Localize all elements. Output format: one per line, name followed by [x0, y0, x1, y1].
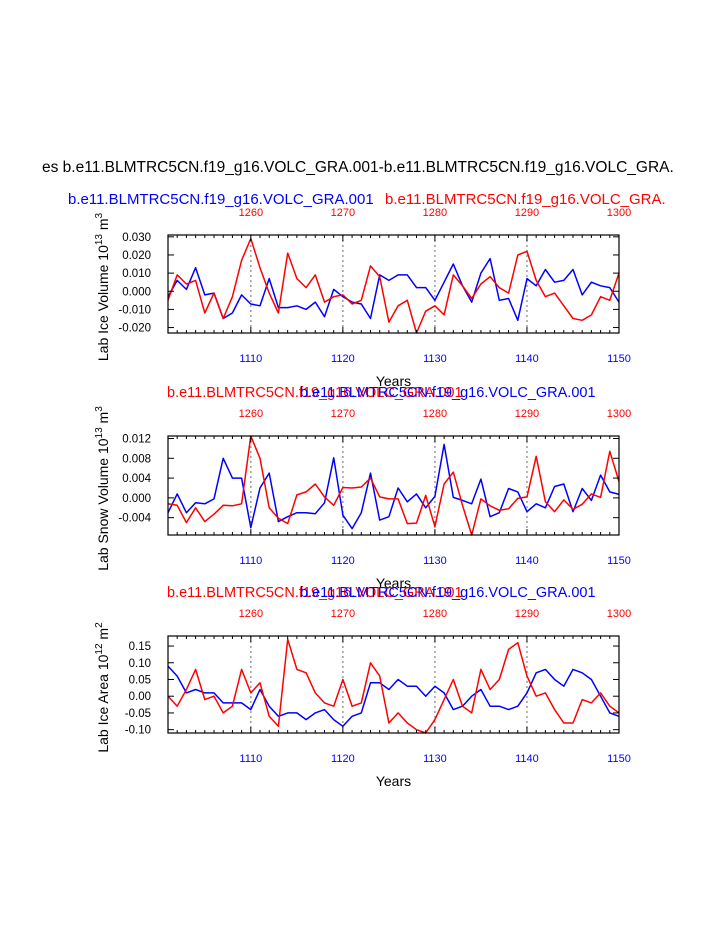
x-tick-label: 1130 [423, 353, 447, 365]
y-tick-label: 0.008 [122, 453, 151, 465]
y-axis-label-part: m [95, 218, 111, 230]
y-tick-label: 0.15 [129, 641, 151, 653]
y-axis-label-part: 13 [94, 234, 105, 246]
x-tick-label: 1110 [239, 353, 262, 365]
x-tick-label: 1150 [607, 353, 631, 365]
y-axis-label-part: Lab Ice Volume 10 [95, 245, 111, 361]
y-axis-label-part: m [95, 628, 111, 640]
legend-label-red: b.e11.BLMTRC5CN.f19_g16.VOLC_GRA. [385, 191, 666, 208]
y-tick-label: -0.05 [125, 708, 151, 720]
top-tick-label: 1290 [515, 608, 539, 620]
plot-frame [167, 635, 620, 734]
y-axis-label-part: 2 [94, 622, 105, 628]
x-axis-label: Years [376, 575, 411, 591]
y-axis-label: Lab Ice Volume 1013 m3 [89, 212, 111, 361]
y-tick-label: -0.10 [125, 725, 151, 737]
y-tick-label: 0.010 [122, 268, 151, 280]
plot-frame [167, 435, 620, 536]
y-axis-label-part: Lab Snow Volume 10 [95, 438, 111, 571]
x-tick-label: 1150 [607, 555, 631, 567]
x-tick-label: 1130 [423, 555, 447, 567]
y-tick-label: 0.05 [129, 674, 151, 686]
top-tick-label: 1280 [423, 207, 447, 219]
plot-frame [167, 234, 620, 334]
x-tick-label: 1130 [423, 753, 447, 765]
top-tick-label: 1300 [607, 408, 631, 420]
top-run-label-red: b.e11.BLMTRC5CN.f19_g16.VOLC_GRA.001 [167, 585, 463, 601]
top-tick-label: 1280 [423, 608, 447, 620]
x-axis-label: Years [376, 773, 411, 789]
series-line-red [167, 638, 620, 734]
y-tick-label: 0.012 [122, 433, 151, 445]
chart-panel-1: 1260 1270 1280 1290 1300 1110 1120 1130 1140 1150… [89, 207, 631, 389]
y-axis-label: Lab Snow Volume 1013 m3 [89, 406, 111, 571]
y-tick-label: 0.020 [122, 250, 151, 262]
chart-panel-3: b.e11.BLMTRC5CN.f19_g16.VOLC_GRA.001b.e1… [89, 585, 631, 789]
top-tick-label: 1260 [239, 207, 263, 219]
top-tick-label: 1300 [607, 207, 631, 219]
y-tick-label: 0.000 [122, 286, 151, 298]
y-tick-label: 0.004 [122, 473, 151, 485]
top-run-label-blue: b.e11.BLMTRC5CN.f19_g16.VOLC_GRA.001 [300, 585, 596, 601]
y-tick-label: 0.10 [129, 658, 151, 670]
series-line-blue [167, 257, 620, 322]
top-tick-label: 1290 [515, 408, 539, 420]
series-line-blue [167, 443, 620, 530]
series-line-red [167, 435, 620, 536]
y-tick-label: -0.004 [118, 513, 151, 525]
top-tick-label: 1290 [515, 207, 539, 219]
y-axis-label-part: m [95, 412, 111, 424]
top-tick-label: 1270 [331, 207, 355, 219]
y-tick-label: 0.00 [129, 691, 151, 703]
x-tick-label: 1150 [607, 753, 631, 765]
top-tick-label: 1260 [239, 608, 263, 620]
figure-title: es b.e11.BLMTRC5CN.f19_g16.VOLC_GRA.001-… [42, 159, 674, 176]
series-line-blue [167, 665, 620, 728]
x-tick-label: 1140 [515, 753, 539, 765]
x-tick-label: 1120 [331, 555, 355, 567]
top-tick-label: 1280 [423, 408, 447, 420]
top-tick-label: 1270 [331, 408, 355, 420]
top-run-label-red: b.e11.BLMTRC5CN.f19_g16.VOLC_GRA.001 [167, 385, 463, 401]
y-axis-label-part: Lab Ice Area 10 [95, 654, 111, 752]
y-tick-label: -0.020 [118, 323, 151, 335]
x-tick-label: 1120 [331, 753, 355, 765]
x-tick-label: 1140 [515, 555, 539, 567]
x-tick-label: 1120 [331, 353, 355, 365]
y-axis-label-part: 13 [94, 427, 105, 439]
x-axis-label: Years [376, 373, 411, 389]
legend-label-blue: b.e11.BLMTRC5CN.f19_g16.VOLC_GRA.001 [68, 191, 374, 208]
y-axis-label-part: 12 [94, 643, 105, 655]
panels-group: 1260 1270 1280 1290 1300 1110 1120 1130 1140 1150… [89, 207, 631, 789]
top-tick-label: 1260 [239, 408, 263, 420]
series-line-red [167, 237, 620, 334]
y-tick-label: 0.030 [122, 232, 151, 244]
x-tick-label: 1140 [515, 353, 539, 365]
y-tick-label: -0.010 [118, 304, 151, 316]
y-axis-label-part: 3 [94, 212, 105, 218]
y-tick-label: 0.000 [122, 493, 151, 505]
y-axis-label: Lab Ice Area 1012 m2 [89, 622, 111, 753]
top-run-label-blue: b.e11.BLMTRC5CN.f19_g16.VOLC_GRA.001 [300, 385, 596, 401]
x-tick-label: 1110 [239, 753, 262, 765]
x-tick-label: 1110 [239, 555, 262, 567]
chart-panel-2: b.e11.BLMTRC5CN.f19_g16.VOLC_GRA.001b.e1… [89, 385, 631, 591]
top-tick-label: 1300 [607, 608, 631, 620]
y-axis-label-part: 3 [94, 406, 105, 412]
top-tick-label: 1270 [331, 608, 355, 620]
